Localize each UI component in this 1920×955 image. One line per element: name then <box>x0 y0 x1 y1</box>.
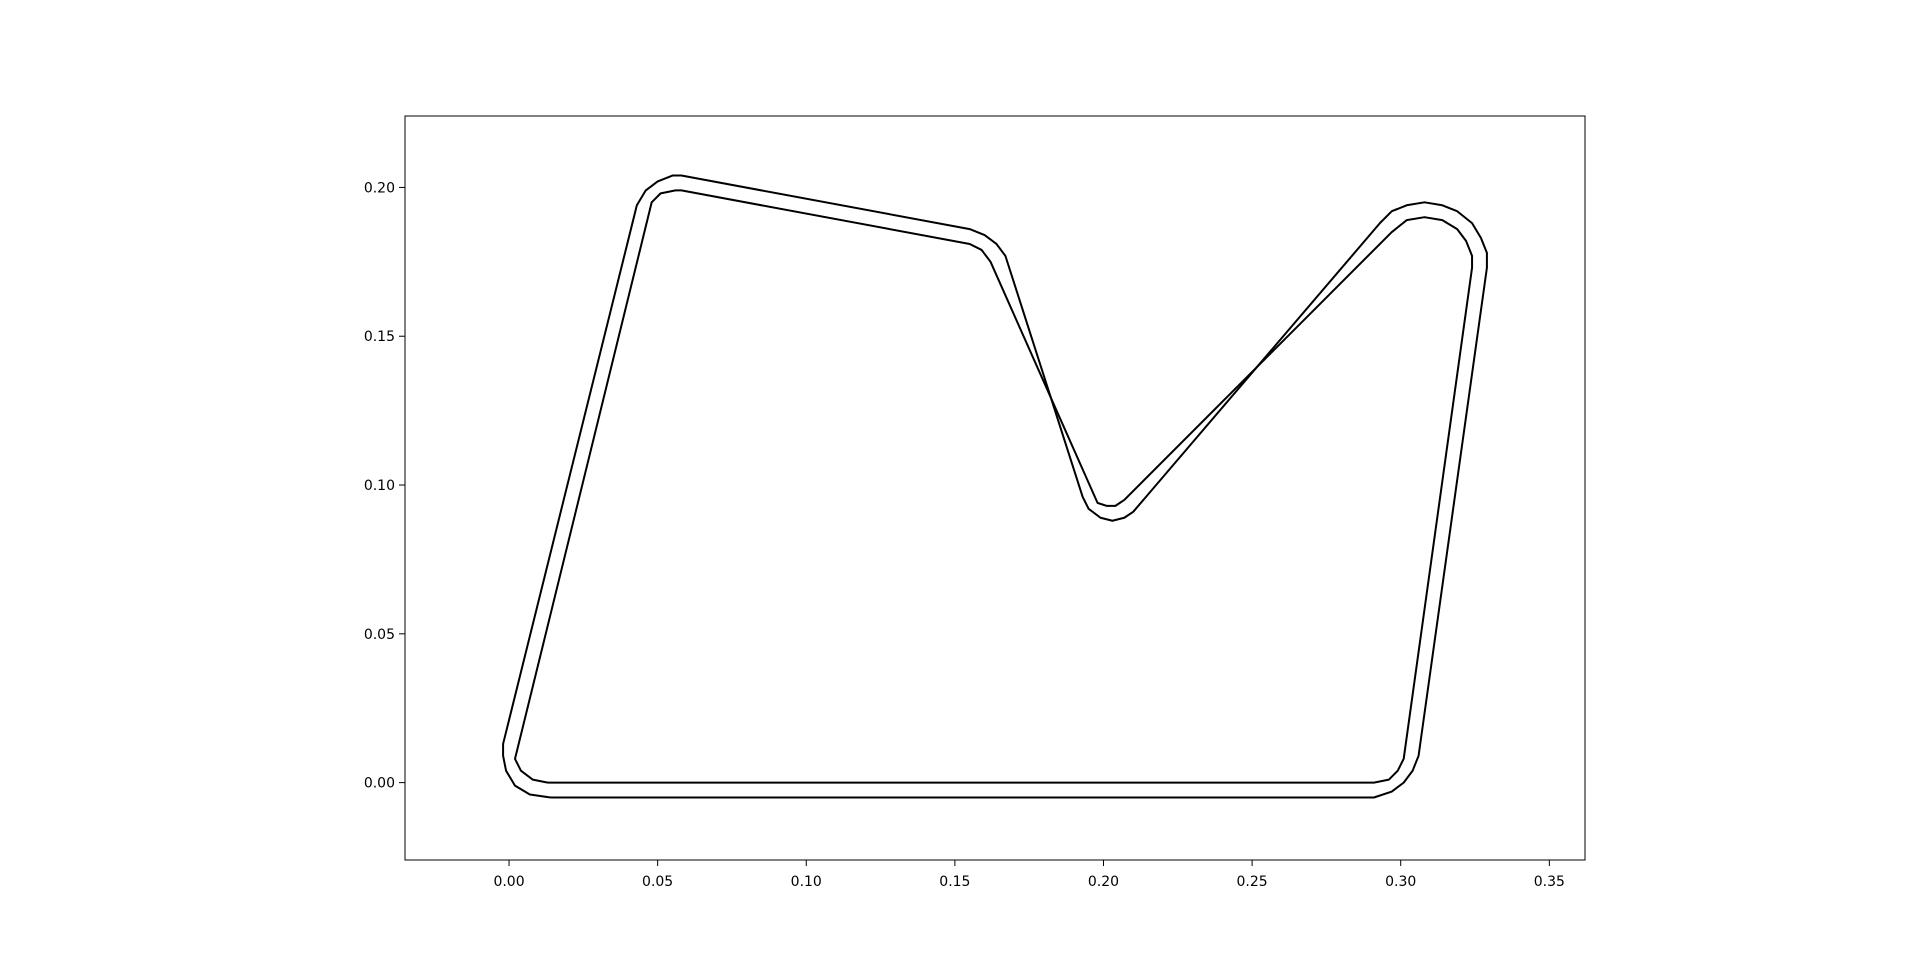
x-tick-label: 0.25 <box>1237 874 1268 890</box>
x-tick-label: 0.35 <box>1534 874 1565 890</box>
x-tick-label: 0.00 <box>493 874 524 890</box>
plot-area <box>404 115 1586 861</box>
x-tick-label: 0.30 <box>1385 874 1416 890</box>
outer-boundary-line <box>502 174 1488 799</box>
x-tick-label: 0.15 <box>939 874 970 890</box>
y-axis: 0.00 0.05 0.10 0.15 0.20 <box>364 180 405 792</box>
inner-boundary-line <box>513 189 1474 784</box>
x-tick-label: 0.10 <box>791 874 822 890</box>
y-tick-label: 0.15 <box>364 329 395 345</box>
axes-frame <box>404 115 1586 861</box>
x-tick-label: 0.05 <box>642 874 673 890</box>
x-axis: 0.00 0.05 0.10 0.15 0.20 0.25 0.30 0.35 <box>493 860 1565 890</box>
y-tick-label: 0.10 <box>364 478 395 494</box>
series-layer <box>502 174 1488 799</box>
y-tick-label: 0.00 <box>364 776 395 792</box>
y-tick-label: 0.20 <box>364 180 395 196</box>
x-tick-label: 0.20 <box>1088 874 1119 890</box>
y-tick-label: 0.05 <box>364 627 395 643</box>
